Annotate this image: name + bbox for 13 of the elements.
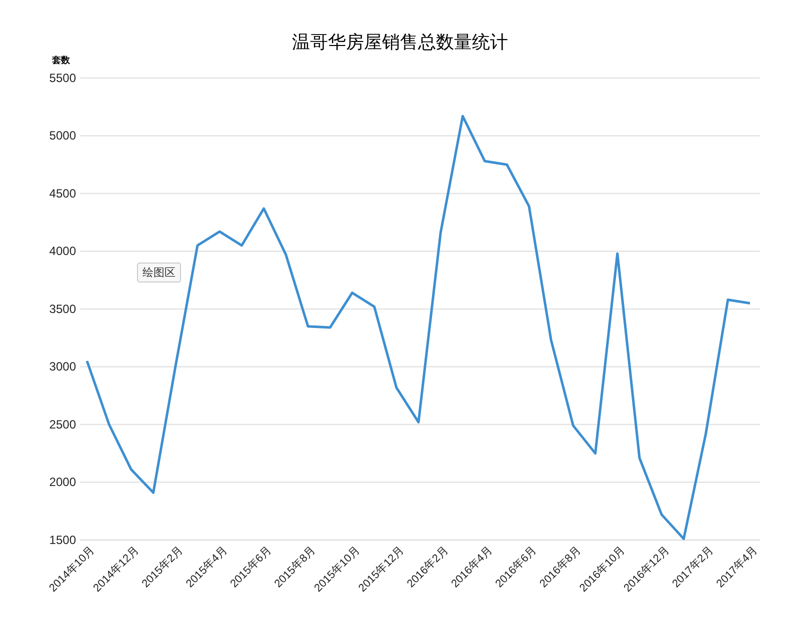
y-tick-label: 3500 [49,302,76,316]
y-tick-label: 1500 [49,532,76,547]
annotation: 绘图区 [142,266,176,279]
chart-title: 温哥华房屋销售总数量统计 [292,32,508,53]
y-axis-title: 套数 [51,55,71,66]
line-series [86,114,752,540]
y-tick-label: 4500 [49,186,76,200]
y-tick-label: 4000 [49,244,76,258]
y-tick-label: 2000 [49,475,76,490]
y-tick-label: 5500 [49,70,76,85]
y-tick-label: 5000 [49,128,76,143]
y-tick-label: 3000 [49,360,76,374]
y-tick-label: 2500 [49,417,76,432]
